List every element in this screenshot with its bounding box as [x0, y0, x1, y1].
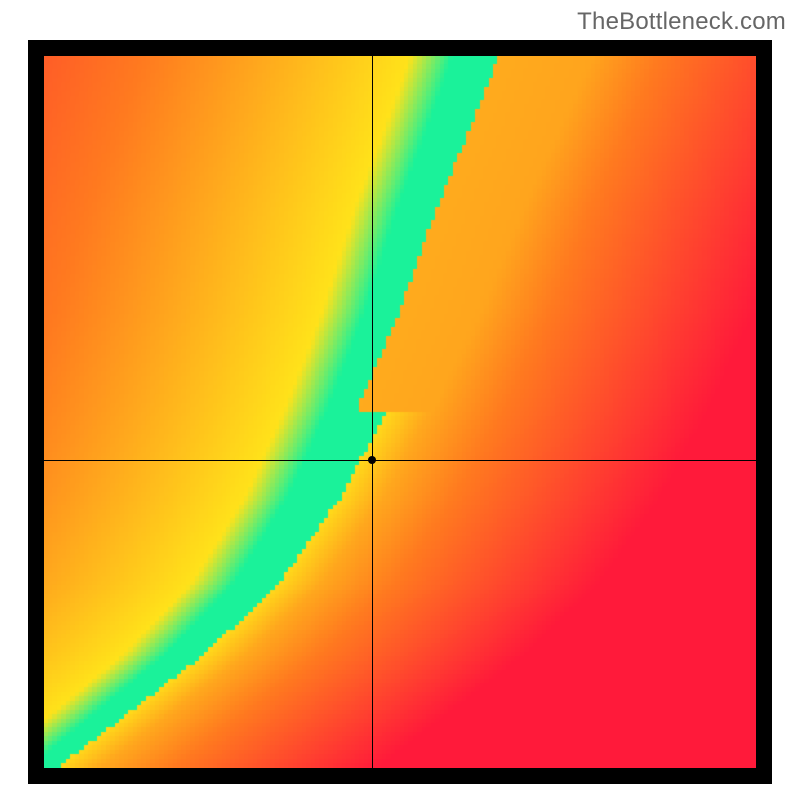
crosshair-vertical — [372, 56, 373, 768]
watermark-text: TheBottleneck.com — [577, 8, 786, 36]
crosshair-marker — [368, 456, 376, 464]
heatmap-canvas — [44, 56, 756, 768]
crosshair-horizontal — [44, 460, 756, 461]
bottleneck-heatmap — [28, 40, 772, 784]
